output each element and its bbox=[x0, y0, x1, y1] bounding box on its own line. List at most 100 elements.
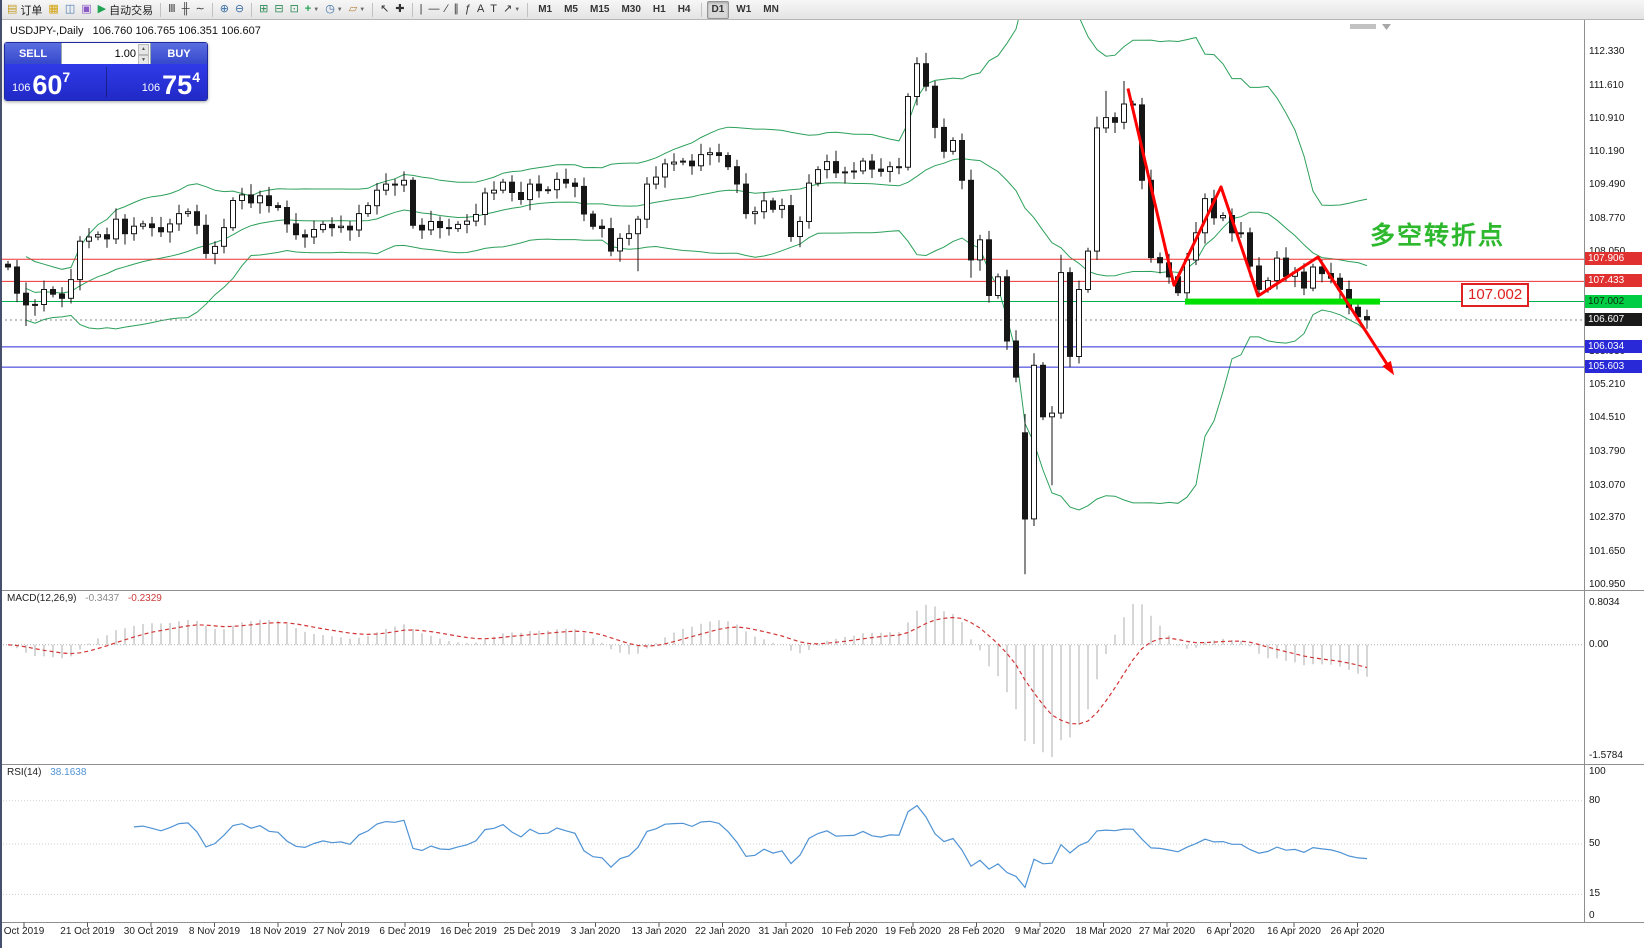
sell-button[interactable]: SELL bbox=[5, 43, 61, 64]
cursor-icon: ↖ bbox=[380, 3, 390, 15]
timeframe-button-m1[interactable]: M1 bbox=[538, 3, 553, 15]
buy-price-sup: 4 bbox=[192, 69, 200, 85]
trendline-icon: ∕ bbox=[445, 3, 448, 15]
tile-horizontally-button[interactable]: ⊟ bbox=[271, 1, 286, 18]
timeframe-button-m15[interactable]: M15 bbox=[590, 3, 610, 15]
profiles-icon: ◫ bbox=[64, 3, 76, 15]
vertical-line-icon: | bbox=[419, 3, 423, 15]
timeframe-button-d1[interactable]: D1 bbox=[706, 0, 730, 19]
panel-separators bbox=[0, 20, 1644, 923]
chart-canvas[interactable] bbox=[0, 20, 1644, 948]
sell-price-sup: 7 bbox=[62, 69, 71, 85]
chart-symbol-period: USDJPY-,Daily bbox=[10, 25, 84, 37]
candlestick-chart-button[interactable]: ╫ bbox=[179, 1, 193, 18]
dropdown-arrow-icon: ▼ bbox=[313, 6, 320, 13]
crosshair-button[interactable]: ✚ bbox=[392, 1, 407, 18]
buy-button[interactable]: BUY bbox=[151, 43, 207, 64]
periods-button[interactable]: ◷ ▼ bbox=[322, 1, 346, 18]
rsi-name: RSI(14) bbox=[7, 767, 42, 778]
timeframe-button-w1[interactable]: W1 bbox=[736, 3, 752, 15]
tile-windows-button[interactable]: ⊞ bbox=[256, 1, 271, 18]
new-order-button[interactable]: ▤ 订单 bbox=[4, 1, 45, 18]
fibonacci-retracement-button[interactable]: ƒ bbox=[462, 1, 474, 18]
zoom-in-icon: ⊕ bbox=[219, 3, 229, 15]
timeframe-button-m30[interactable]: M30 bbox=[621, 3, 641, 15]
profiles-button[interactable]: ◫ bbox=[62, 1, 78, 18]
arrows-button[interactable]: ↗ ▼ bbox=[500, 1, 523, 18]
market-watch-button[interactable]: ▣ bbox=[78, 1, 94, 18]
toolbar-divider bbox=[160, 2, 162, 17]
fibonacci-retracement-icon: ƒ bbox=[464, 3, 471, 15]
candlesticks bbox=[5, 52, 1370, 575]
volume-spinner: ▲ ▼ bbox=[138, 44, 149, 66]
vertical-line-button[interactable]: | bbox=[417, 1, 426, 18]
market-watch-icon: ▣ bbox=[81, 3, 92, 15]
autotrading-icon: ▶ bbox=[97, 3, 107, 15]
text-button[interactable]: A bbox=[474, 1, 487, 18]
indicators-icon: + bbox=[304, 3, 312, 15]
zoom-out-button[interactable]: ⊖ bbox=[232, 1, 247, 18]
arrows-icon: ↗ bbox=[503, 3, 513, 15]
trend-arrow-annotation bbox=[1126, 88, 1395, 376]
sell-price[interactable]: 106 60 7 bbox=[5, 64, 106, 100]
templates-button[interactable]: ▱ ▼ bbox=[346, 1, 368, 18]
chart-shift-marker bbox=[1382, 24, 1391, 30]
volume-field[interactable]: ▲ ▼ bbox=[61, 43, 151, 66]
rsi-plot bbox=[0, 800, 1584, 895]
chart-title: USDJPY-,Daily 106.760 106.765 106.351 10… bbox=[10, 25, 261, 37]
toolbar-divider bbox=[411, 2, 413, 17]
horizontal-line-button[interactable]: ― bbox=[425, 1, 442, 18]
crosshair-icon: ✚ bbox=[395, 3, 405, 15]
indicators-button[interactable]: + ▼ bbox=[302, 1, 322, 18]
tile-vertically-icon: ⊡ bbox=[289, 3, 299, 15]
rsi-label: RSI(14) 38.1638 bbox=[7, 767, 86, 778]
timeframe-button-h4[interactable]: H4 bbox=[677, 3, 691, 15]
timeframe-button-m5[interactable]: M5 bbox=[564, 3, 578, 15]
equidistant-channel-icon: ∥ bbox=[453, 3, 459, 15]
macd-value-main: -0.3437 bbox=[85, 593, 120, 604]
sell-price-prefix: 106 bbox=[12, 82, 31, 94]
turning-point-annotation: 多空转折点 bbox=[1370, 222, 1506, 250]
toolbar-divider bbox=[211, 2, 213, 17]
volume-input[interactable] bbox=[62, 43, 150, 64]
rsi-value: 38.1638 bbox=[50, 767, 87, 778]
chart-ohlc-values: 106.760 106.765 106.351 106.607 bbox=[92, 25, 261, 37]
volume-increase-button[interactable]: ▲ bbox=[138, 44, 149, 55]
zoom-in-button[interactable]: ⊕ bbox=[217, 1, 232, 18]
line-chart-button[interactable]: ∼ bbox=[192, 1, 207, 18]
time-axis[interactable] bbox=[0, 922, 1584, 948]
bar-chart-button[interactable]: Ⅲ bbox=[165, 1, 179, 18]
new-order-icon: ▤ bbox=[7, 3, 18, 15]
buy-price[interactable]: 106 75 4 bbox=[106, 64, 207, 100]
tile-vertically-button[interactable]: ⊡ bbox=[287, 1, 302, 18]
price-callout-box: 107.002 bbox=[1461, 283, 1530, 307]
new-chart-button[interactable]: ▦ bbox=[45, 1, 61, 18]
trendline-button[interactable]: ∕ bbox=[442, 1, 450, 18]
price-axis[interactable] bbox=[1584, 20, 1644, 922]
autotrading-button[interactable]: ▶ 自动交易 bbox=[95, 1, 156, 18]
one-click-trading-panel: SELL ▲ ▼ BUY 106 60 7 106 75 4 bbox=[4, 42, 208, 101]
cursor-button[interactable]: ↖ bbox=[377, 1, 392, 18]
horizontal-line-icon: ― bbox=[428, 3, 440, 15]
macd-name: MACD(12,26,9) bbox=[7, 593, 77, 604]
trade-panel-prices: 106 60 7 106 75 4 bbox=[5, 64, 207, 100]
equidistant-channel-button[interactable]: ∥ bbox=[450, 1, 462, 18]
chart-scrollbar[interactable] bbox=[1350, 24, 1376, 29]
line-chart-icon: ∼ bbox=[195, 3, 205, 15]
timeframe-button-mn[interactable]: MN bbox=[763, 3, 779, 15]
dropdown-arrow-icon: ▼ bbox=[514, 6, 521, 13]
toolbar-divider bbox=[527, 2, 529, 17]
toolbar: ▤ 订单 ▦ ◫ ▣ ▶ 自动交易 Ⅲ ╫ ∼ ⊕ ⊖ ⊞ ⊟ ⊡ + ▼ ◷ ▼ ▱ ▼ ↖ ✚ | ― ∕ ∥ ƒ A T ↗ ▼ M1 M5… bbox=[0, 0, 1644, 20]
zoom-out-icon: ⊖ bbox=[234, 3, 245, 15]
toolbar-divider bbox=[700, 2, 702, 17]
text-label-icon: T bbox=[490, 3, 498, 15]
trade-panel-controls: SELL ▲ ▼ BUY bbox=[5, 43, 207, 66]
chart-scroll-area bbox=[1350, 24, 1391, 30]
timeframe-button-h1[interactable]: H1 bbox=[652, 3, 666, 15]
tile-windows-icon: ⊞ bbox=[259, 3, 269, 15]
macd-value-signal: -0.2329 bbox=[127, 593, 162, 604]
text-label-button[interactable]: T bbox=[487, 1, 500, 18]
window-edge bbox=[0, 0, 2, 948]
new-chart-icon: ▦ bbox=[48, 3, 59, 15]
